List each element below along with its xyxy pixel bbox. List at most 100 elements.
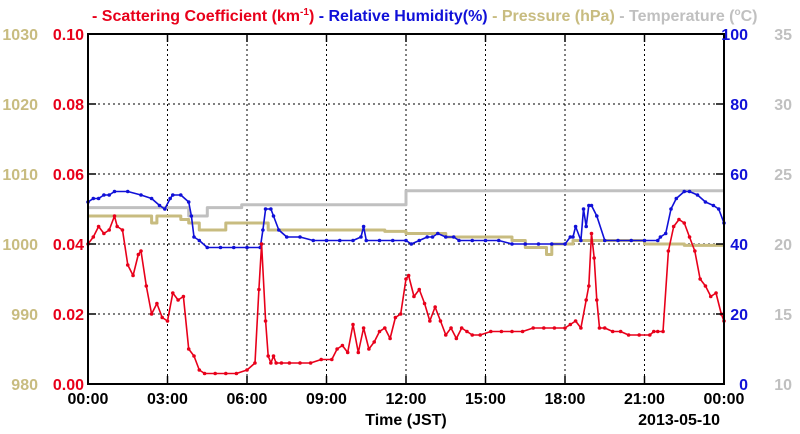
scattering-point xyxy=(125,263,130,267)
scattering-point xyxy=(454,336,459,341)
humidity-point xyxy=(417,238,422,243)
scattering-point xyxy=(266,354,271,358)
temperature-tick-label: 35 xyxy=(774,27,792,44)
humidity-point xyxy=(687,189,692,194)
humidity-point xyxy=(436,231,440,236)
humidity-point xyxy=(595,214,599,218)
humidity-point xyxy=(682,189,687,194)
scattering-point xyxy=(197,368,202,372)
scattering-point xyxy=(698,277,702,281)
scattering-point xyxy=(335,347,339,351)
scattering-tick-label: 0.02 xyxy=(53,307,84,324)
legend: - Scattering Coefficient (km-1) - Relati… xyxy=(92,7,758,25)
legend-item: - Pressure (hPa) xyxy=(488,8,615,25)
humidity-series xyxy=(86,189,726,250)
humidity-point xyxy=(451,235,456,239)
pressure-tick-label: 1020 xyxy=(2,97,38,114)
scattering-point xyxy=(531,326,535,330)
legend-item: - Temperature ( xyxy=(615,8,735,25)
x-tick-label: 06:00 xyxy=(227,391,268,408)
scattering-point xyxy=(438,319,443,323)
x-axis-label: Time (JST) xyxy=(365,412,447,429)
scattering-point xyxy=(144,284,149,288)
humidity-point xyxy=(404,238,408,243)
humidity-point xyxy=(711,203,716,208)
scattering-point xyxy=(589,231,594,236)
humidity-point xyxy=(695,193,700,197)
scattering-point xyxy=(449,326,453,330)
scattering-point xyxy=(224,371,228,376)
pressure-tick-label: 1010 xyxy=(2,167,38,184)
scattering-point xyxy=(568,322,573,327)
humidity-point xyxy=(284,235,289,239)
scattering-point xyxy=(160,315,164,320)
scattering-point xyxy=(422,301,427,306)
legend-item-close: ) xyxy=(309,8,314,25)
scattering-point xyxy=(263,319,268,323)
scattering-tick-label: 0.00 xyxy=(53,377,84,394)
scattering-point xyxy=(677,217,681,222)
humidity-point xyxy=(157,203,162,208)
legend-text: - Scattering Coefficient (km-1) - Relati… xyxy=(92,7,758,25)
scattering-point xyxy=(102,231,106,236)
scattering-point xyxy=(563,326,567,330)
humidity-point xyxy=(563,242,567,246)
scattering-point xyxy=(271,354,276,358)
scattering-point xyxy=(377,329,382,334)
humidity-point xyxy=(359,235,363,239)
scattering-point xyxy=(687,235,692,239)
scattering-point xyxy=(165,319,170,323)
scattering-point xyxy=(351,322,355,327)
humidity-point xyxy=(390,238,395,243)
scattering-point xyxy=(96,224,101,229)
scattering-point xyxy=(428,319,432,323)
scattering-point xyxy=(542,326,546,330)
humidity-tick-label: 80 xyxy=(730,97,748,114)
humidity-point xyxy=(443,235,448,239)
humidity-point xyxy=(457,238,461,243)
scattering-point xyxy=(340,343,345,348)
pressure-series xyxy=(88,214,724,256)
x-tick-label: 00:00 xyxy=(704,391,745,408)
humidity-point xyxy=(602,238,607,243)
x-tick-label: 09:00 xyxy=(306,391,347,408)
scattering-point xyxy=(253,361,257,365)
temperature-tick-label: 20 xyxy=(774,237,792,254)
scattering-point xyxy=(398,312,403,316)
scattering-point xyxy=(499,329,504,334)
scattering-point xyxy=(618,329,623,334)
legend-item-close: C) xyxy=(741,8,758,25)
scattering-point xyxy=(459,326,464,330)
temperature-tick-label: 15 xyxy=(774,307,792,324)
humidity-point xyxy=(163,207,167,211)
scattering-point xyxy=(91,235,96,239)
scattering-point xyxy=(139,249,143,253)
humidity-point xyxy=(663,231,668,236)
humidity-point xyxy=(218,245,223,250)
humidity-point xyxy=(616,238,620,243)
humidity-point xyxy=(629,238,634,243)
humidity-point xyxy=(96,196,101,201)
humidity-point xyxy=(91,196,96,201)
humidity-point xyxy=(139,193,143,197)
scattering-point xyxy=(682,221,687,225)
humidity-point xyxy=(510,242,514,246)
humidity-point xyxy=(298,235,302,239)
humidity-point xyxy=(483,238,488,243)
scattering-point xyxy=(465,329,469,334)
scattering-tick-label: 0.06 xyxy=(53,167,84,184)
scattering-point xyxy=(361,326,366,330)
humidity-point xyxy=(377,238,382,243)
x-tick-labels: 00:00 03:00 06:00 09:00 12:00 15:00 18:00 21:00… xyxy=(68,391,745,408)
humidity-point xyxy=(311,238,316,243)
scattering-point xyxy=(149,312,154,316)
humidity-point xyxy=(549,242,554,246)
temperature-tick-label: 10 xyxy=(774,377,792,394)
humidity-point xyxy=(361,224,366,229)
scattering-point xyxy=(406,273,411,278)
scattering-point xyxy=(648,333,652,337)
temperature-tick-label: 25 xyxy=(774,167,792,184)
scattering-point xyxy=(298,361,302,365)
scattering-point xyxy=(602,326,607,330)
scattering-point xyxy=(510,329,514,334)
